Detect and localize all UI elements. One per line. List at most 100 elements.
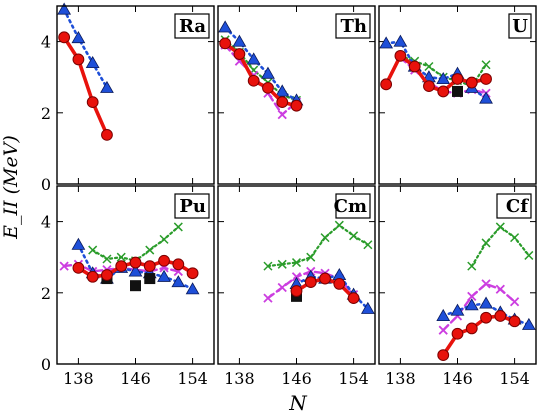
- data-point-plus: [291, 258, 302, 268]
- x-tick-label: 138: [63, 369, 94, 388]
- data-point-circle: [86, 96, 99, 109]
- series-green-plus-dotted: [263, 220, 373, 271]
- data-point-circle: [347, 292, 360, 305]
- series-magenta-x-dashed: [438, 279, 520, 335]
- data-point-triangle: [171, 275, 186, 288]
- series-red-circle-solid: [437, 310, 521, 362]
- data-point-circle: [143, 260, 156, 273]
- data-point-triangle: [185, 282, 200, 295]
- data-point-triangle: [218, 20, 233, 33]
- data-point-circle: [451, 327, 464, 340]
- panel-u: U: [378, 5, 537, 185]
- data-point-circle: [115, 260, 128, 273]
- panel-label-box: [174, 193, 210, 219]
- series-blue-triangle-dotted: [289, 267, 375, 314]
- data-point-circle: [219, 37, 232, 50]
- data-point-square: [144, 273, 156, 285]
- panels-group: Ra 0 2 4 Th U Pu 0 2 4 138 146 154 Cm 138 146 154 Cf 138 14…: [41, 2, 537, 388]
- panel-label-box: [508, 13, 532, 39]
- panel-pu: Pu 0 2 4 138 146 154: [41, 185, 215, 388]
- y-tick-label: 0: [41, 355, 51, 374]
- data-point-triangle: [57, 2, 72, 15]
- data-point-plus: [159, 234, 169, 244]
- data-point-circle: [423, 80, 435, 92]
- data-point-circle: [58, 31, 71, 44]
- data-point-circle: [101, 269, 113, 281]
- data-point-circle: [186, 267, 199, 280]
- data-point-circle: [437, 85, 450, 98]
- panel-frame: [217, 185, 376, 365]
- x-tick-label: 138: [224, 369, 255, 388]
- data-point-plus: [481, 60, 491, 70]
- panel-frame: [56, 5, 215, 185]
- panel-frame: [378, 5, 537, 185]
- data-point-triangle: [521, 317, 536, 330]
- series-magenta-x-dashed: [220, 40, 302, 120]
- data-point-triangle: [379, 36, 394, 49]
- data-point-plus: [320, 233, 330, 243]
- series-blue-triangle-dotted: [57, 2, 114, 93]
- data-point-plus: [102, 254, 112, 264]
- data-point-circle: [262, 81, 274, 94]
- data-point-circle: [408, 60, 421, 73]
- data-point-x: [509, 297, 520, 307]
- series-green-plus-dotted: [467, 222, 534, 271]
- series-red-circle-solid: [380, 49, 492, 98]
- data-point-x: [467, 291, 477, 301]
- x-tick-label: 146: [442, 369, 473, 388]
- data-point-triangle: [71, 237, 86, 250]
- series-black-square: [452, 85, 463, 97]
- series-red-circle-solid: [58, 31, 113, 141]
- data-point-triangle: [275, 84, 290, 97]
- x-tick-label: 146: [281, 369, 312, 388]
- panel-label-box: [335, 193, 371, 219]
- data-point-circle: [480, 311, 492, 324]
- data-point-triangle: [85, 55, 100, 69]
- data-point-plus: [88, 245, 98, 255]
- data-point-x: [277, 109, 287, 120]
- data-point-plus: [116, 252, 126, 262]
- data-point-circle: [465, 322, 478, 335]
- data-point-triangle: [479, 296, 493, 309]
- data-point-plus: [510, 233, 520, 243]
- data-point-circle: [172, 258, 185, 271]
- data-point-x: [438, 325, 448, 335]
- y-tick-label: 2: [41, 104, 51, 123]
- data-point-plus: [495, 222, 505, 232]
- data-point-circle: [304, 276, 317, 289]
- x-tick-label: 138: [385, 369, 416, 388]
- data-point-plus: [277, 259, 287, 269]
- data-point-circle: [86, 270, 99, 283]
- data-point-plus: [334, 220, 344, 230]
- panel-label: Cm: [334, 196, 367, 217]
- series-red-circle-solid: [72, 254, 199, 283]
- x-tick-label: 154: [338, 369, 369, 388]
- data-point-plus: [306, 252, 316, 262]
- panel-frame: [217, 5, 376, 185]
- data-point-plus: [524, 250, 534, 260]
- panel-label: Pu: [179, 196, 206, 217]
- data-point-circle: [276, 96, 289, 109]
- panel-frame: [56, 185, 215, 365]
- data-point-triangle: [157, 269, 171, 282]
- data-point-x: [59, 261, 69, 271]
- data-point-circle: [290, 99, 303, 112]
- series-line: [470, 225, 531, 268]
- data-point-square: [130, 280, 141, 292]
- data-point-circle: [72, 261, 85, 274]
- x-tick-label: 154: [177, 369, 208, 388]
- data-point-circle: [451, 73, 464, 85]
- data-point-circle: [480, 73, 492, 85]
- data-point-circle: [129, 256, 142, 269]
- series-blue-triangle-dotted: [218, 20, 304, 106]
- panel-label: U: [512, 16, 528, 37]
- x-tick-label: 146: [120, 369, 151, 388]
- data-point-circle: [101, 128, 113, 141]
- y-tick-label: 0: [41, 175, 51, 194]
- x-tick-label: 154: [499, 369, 530, 388]
- data-point-triangle: [232, 34, 247, 47]
- data-point-triangle: [464, 298, 479, 311]
- data-point-plus: [481, 238, 491, 248]
- series-line: [62, 35, 109, 137]
